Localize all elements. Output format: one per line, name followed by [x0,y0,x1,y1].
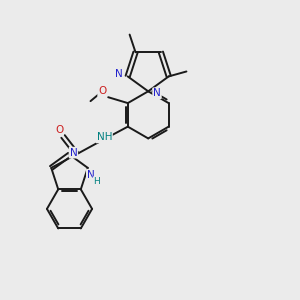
Text: H: H [93,177,100,186]
Text: O: O [98,86,106,96]
Text: N: N [153,88,161,98]
Text: NH: NH [97,132,112,142]
Text: N: N [115,69,123,80]
Text: N: N [70,148,77,158]
Text: O: O [55,124,63,135]
Text: N: N [87,170,94,180]
